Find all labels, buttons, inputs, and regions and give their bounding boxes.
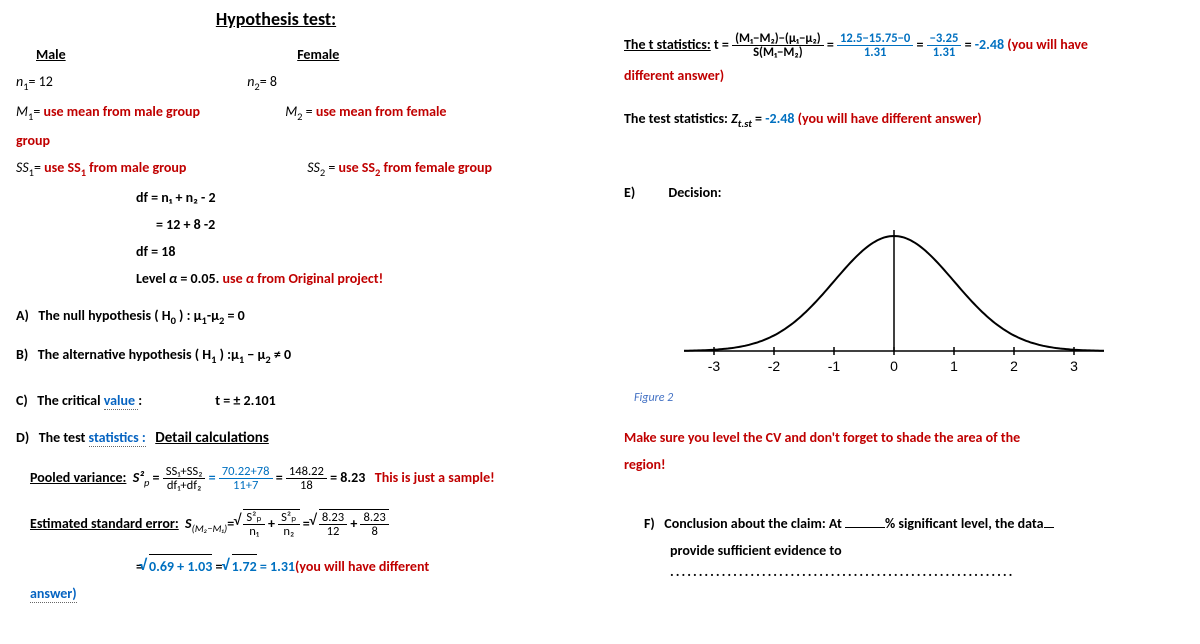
female-header: Female	[297, 44, 566, 65]
svg-text:-2: -2	[768, 358, 781, 374]
section-f: F) Conclusion about the claim: At % sign…	[624, 513, 1184, 534]
cv-note2: region!	[624, 454, 1184, 475]
left-column: Hypothesis test: Male Female n1= 12 n2= …	[0, 0, 600, 644]
right-column: The t statistics: t = (M₁−M₂)−(μ₁−μ₂)S(M…	[600, 0, 1200, 644]
test-statistics: The test statistics: Zt.st = -2.48 (you …	[624, 108, 1184, 132]
t-statistics-line2: different answer)	[624, 65, 1184, 86]
section-d: D) The test statistics : Detail calculat…	[16, 427, 576, 450]
gender-headers: Male Female	[16, 44, 576, 65]
standard-error-2: =0.69 + 1.03 = 1.72 = 1.31(you will have…	[136, 554, 576, 577]
figure-caption: Figure 2	[634, 391, 1184, 405]
n-row: n1= 12 n2= 8	[16, 71, 576, 95]
ss-row: SS1= use SS1 from male group SS2 = use S…	[16, 157, 576, 181]
svg-text:0: 0	[890, 358, 898, 374]
pooled-variance: Pooled variance: S²p = SS₁+SS₂df₁+df₂ = …	[30, 465, 576, 492]
m-row: M1= use mean from male group M2 = use me…	[16, 101, 576, 125]
section-a: A) The null hypothesis ( H0 ) : μ1-μ2 = …	[16, 305, 576, 329]
section-c: C) The critical value : t = ± 2.101	[16, 390, 576, 411]
normal-curve-figure: -3-2-10123 Figure 2	[674, 211, 1184, 405]
t-statistics-line: The t statistics: t = (M₁−M₂)−(μ₁−μ₂)S(M…	[624, 32, 1184, 59]
standard-error: Estimated standard error: S(M₂−M₁)= S²ₚn…	[30, 509, 576, 538]
male-header: Male	[36, 44, 327, 65]
svg-text:-3: -3	[708, 358, 721, 374]
svg-text:1: 1	[950, 358, 958, 374]
df-formula: df = n₁ + n₂ - 2	[136, 187, 576, 208]
page-title: Hypothesis test:	[0, 8, 576, 30]
section-f-2: provide sufficient evidence to .........…	[670, 540, 1184, 582]
answer-link: answer)	[30, 583, 576, 604]
svg-text:2: 2	[1010, 358, 1018, 374]
blank-percent	[845, 514, 885, 528]
section-e: E) Decision:	[624, 182, 1184, 203]
df-sub: = 12 + 8 -2	[156, 214, 576, 235]
normal-curve-svg: -3 -2 -1 0 1 2 3	[674, 211, 1114, 381]
cv-note1: Make sure you level the CV and don't for…	[624, 427, 1184, 448]
section-b: B) The alternative hypothesis ( H1 ) :μ1…	[16, 344, 576, 368]
svg-text:3: 3	[1070, 358, 1078, 374]
svg-text:-1: -1	[828, 358, 841, 374]
m1-cont: group	[16, 130, 576, 151]
blank-data	[1044, 514, 1054, 528]
alpha-line: Level α = 0.05. use α from Original proj…	[136, 268, 576, 289]
df-result: df = 18	[136, 241, 576, 262]
